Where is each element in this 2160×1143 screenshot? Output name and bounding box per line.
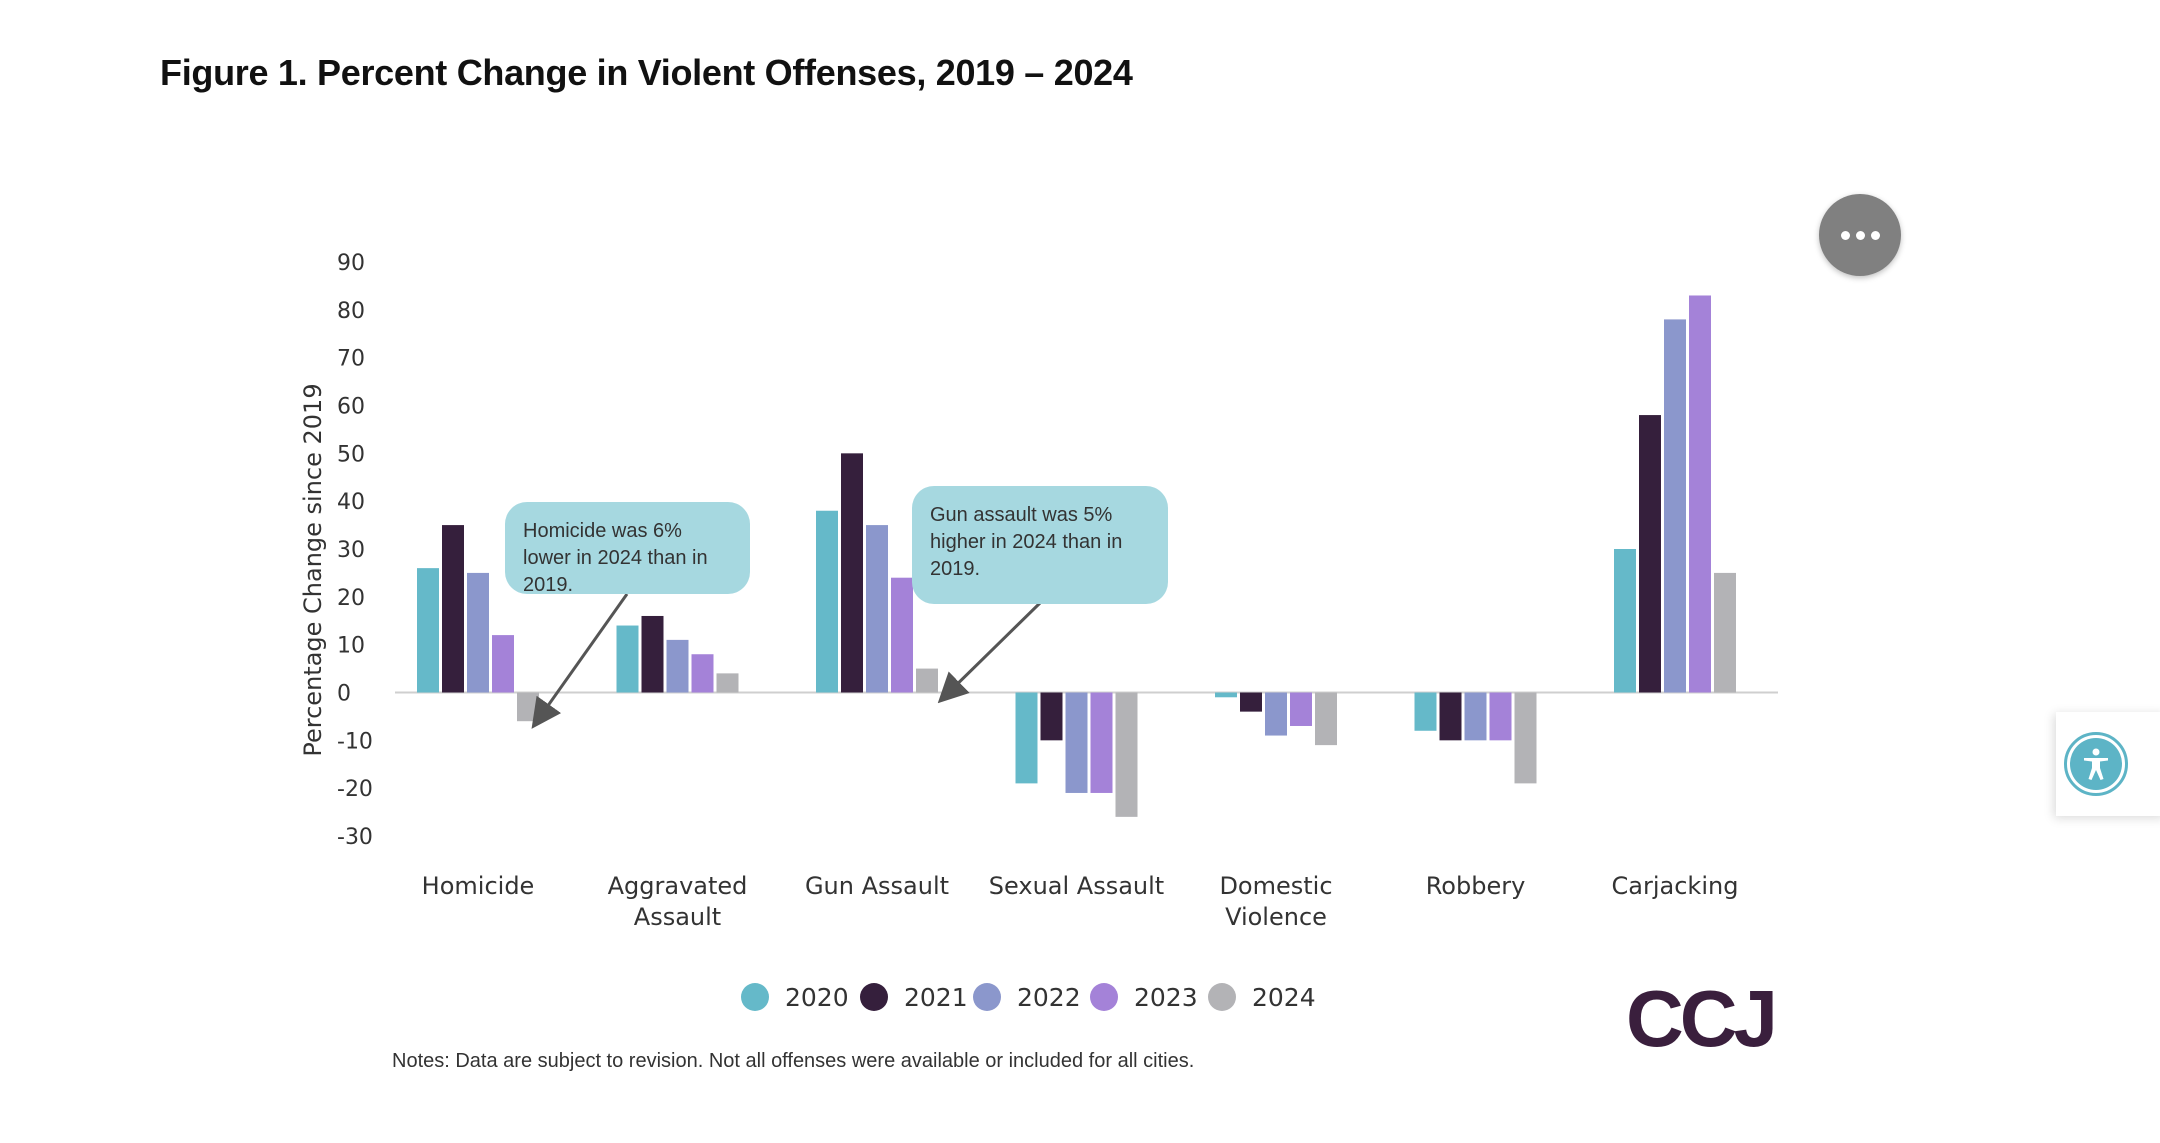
bar-2020 [816,510,838,693]
bar-2024 [916,668,938,693]
bar-2020 [417,568,439,693]
bar-2021 [1639,415,1661,693]
legend-swatch [741,983,769,1011]
bar-2023 [1290,692,1312,726]
bar-2021 [1439,692,1462,741]
bar-2021 [1240,692,1262,712]
y-tick-label: 40 [337,490,365,515]
category-label: Robbery [1426,872,1526,900]
bar-2022 [866,525,888,693]
bar-2023 [1090,692,1113,793]
y-tick-label: 60 [337,395,365,420]
bar-2022 [1664,319,1686,693]
bar-2021 [641,615,664,693]
accessibility-icon [2070,738,2122,790]
legend-swatch [1090,983,1118,1011]
legend-swatch [860,983,888,1011]
bar-2020 [1414,692,1437,731]
legend-swatch [973,983,1001,1011]
y-tick-label: 90 [337,251,365,276]
category-label-line: Carjacking [1612,872,1739,900]
category-label-line: Robbery [1426,872,1526,900]
bar-2024 [1115,692,1138,817]
bar-2024 [517,692,539,722]
category-label-line: Assault [634,903,721,931]
bar-2020 [1215,692,1237,698]
legend-label: 2024 [1252,983,1316,1012]
y-tick-label: -20 [337,777,373,802]
chart-title: Figure 1. Percent Change in Violent Offe… [160,52,1133,93]
more-options-button[interactable] [1819,194,1901,276]
bar-2023 [891,577,913,693]
bar-2022 [1265,692,1287,736]
bar-2022 [467,572,489,693]
accessibility-panel [2056,712,2160,816]
category-label-line: Gun Assault [805,872,949,900]
category-label: Gun Assault [805,872,949,900]
annotation-gun-assault: Gun assault was 5% higher in 2024 than i… [912,486,1168,604]
bar-2023 [691,654,714,693]
more-options-icon-dot [1855,230,1865,240]
more-options-icon-dot [1870,230,1880,240]
legend-label: 2021 [904,983,968,1012]
category-label: Domestic Violence [1219,872,1332,931]
bar-2020 [616,625,639,693]
ccj-logo: CCJ [1626,974,1778,1063]
legend-label: 2023 [1134,983,1198,1012]
category-label: Aggravated Assault [608,872,748,931]
bar-2021 [442,525,464,693]
callout-arrow-gun-assault [937,601,1042,704]
y-tick-label: 80 [337,299,365,324]
category-label-line: Sexual Assault [989,872,1164,900]
callout-arrow-homicide [531,593,629,729]
category-label-line: Violence [1225,903,1327,931]
y-tick-label: -30 [337,825,373,850]
bar-2022 [666,639,689,693]
y-tick-label: 30 [337,538,365,563]
bar-2024 [1514,692,1537,784]
y-tick-label: 10 [337,634,365,659]
bar-2022 [1065,692,1088,793]
y-tick-label: 0 [337,682,351,707]
bar-2020 [1015,692,1038,784]
bar-2021 [1040,692,1063,741]
bar-2021 [841,453,863,693]
bar-2023 [1489,692,1512,741]
legend-swatch [1208,983,1236,1011]
bar-2022 [1464,692,1487,741]
annotation-homicide: Homicide was 6% lower in 2024 than in 20… [505,502,750,596]
y-tick-label: 50 [337,442,365,467]
bar-2024 [1714,572,1736,693]
accessibility-button[interactable] [2064,732,2128,796]
legend-label: 2022 [1017,983,1081,1012]
bar-2023 [492,635,514,693]
y-tick-label: 70 [337,347,365,372]
chart-notes: Notes: Data are subject to revision. Not… [392,1050,1195,1072]
category-label: Sexual Assault [989,872,1164,900]
bar-2020 [1614,549,1636,693]
y-tick-label: -10 [337,729,373,754]
category-label: Carjacking [1612,872,1739,900]
bar-2023 [1689,295,1711,693]
legend-label: 2020 [785,983,849,1012]
category-label-line: Homicide [422,872,535,900]
bar-2024 [716,673,739,693]
y-axis-label: Percentage Change since 2019 [299,383,327,756]
category-label-line: Domestic [1219,872,1332,900]
bar-2024 [1315,692,1337,746]
category-label: Homicide [422,872,535,900]
more-options-icon [1840,230,1850,240]
category-label-line: Aggravated [608,872,748,900]
y-tick-label: 20 [337,586,365,611]
